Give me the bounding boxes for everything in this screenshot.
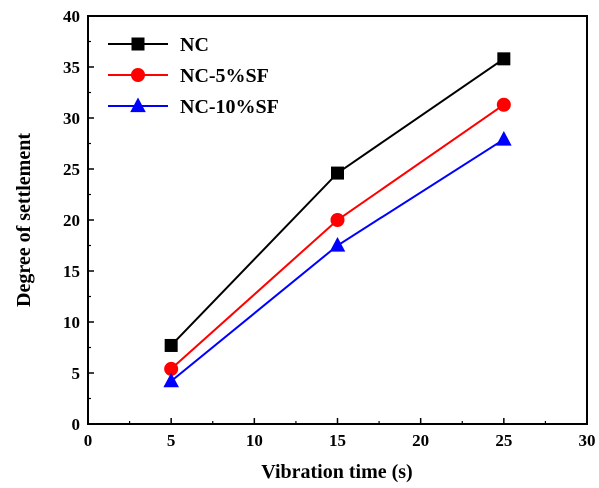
series-line <box>170 103 505 370</box>
x-tick-label: 5 <box>167 431 176 450</box>
y-tick-label: 15 <box>63 262 80 281</box>
triangle-marker <box>163 372 179 388</box>
legend-label: NC-10%SF <box>180 96 279 118</box>
legend-label: NC-5%SF <box>180 65 269 87</box>
legend-item: NC-5%SF <box>108 65 269 87</box>
legend-label: NC <box>180 34 209 56</box>
x-tick-label: 25 <box>495 431 512 450</box>
circle-marker <box>131 68 145 82</box>
square-marker <box>331 166 344 180</box>
y-tick-label: 40 <box>63 7 80 26</box>
x-axis-title: Vibration time (s) <box>261 461 412 483</box>
x-axis: 0 5 10 15 20 25 30 <box>84 418 596 450</box>
legend-item: NC <box>108 34 209 56</box>
x-tick-label: 20 <box>412 431 429 450</box>
y-tick-label: 10 <box>63 313 80 332</box>
circle-marker <box>330 213 345 227</box>
square-marker <box>497 52 511 66</box>
circle-marker <box>164 361 179 376</box>
x-tick-label: 0 <box>84 431 93 450</box>
triangle-marker <box>329 237 346 252</box>
triangle-marker <box>130 97 146 113</box>
square-marker <box>131 37 145 51</box>
y-tick-label: 5 <box>72 364 81 383</box>
legend: NC NC-5%SF NC-10%SF <box>108 34 279 118</box>
x-tick-label: 15 <box>329 431 346 450</box>
square-marker <box>164 338 178 352</box>
circle-marker <box>496 97 511 112</box>
series-nc-10-sf <box>163 130 512 388</box>
series-nc-5-sf <box>164 97 511 376</box>
series-nc <box>164 52 511 352</box>
x-tick-label: 30 <box>579 431 596 450</box>
y-axis-title: Degree of settlement <box>13 133 35 307</box>
y-tick-label: 25 <box>63 160 80 179</box>
y-tick-label: 20 <box>63 211 80 230</box>
y-tick-label: 30 <box>63 109 80 128</box>
y-tick-label: 35 <box>63 58 80 77</box>
legend-item: NC-10%SF <box>108 96 279 118</box>
triangle-marker <box>496 130 512 146</box>
y-axis: 0 5 10 15 20 25 30 35 40 <box>63 7 94 434</box>
y-tick-label: 0 <box>72 415 81 434</box>
series-layer <box>163 52 512 388</box>
x-tick-label: 10 <box>246 431 263 450</box>
